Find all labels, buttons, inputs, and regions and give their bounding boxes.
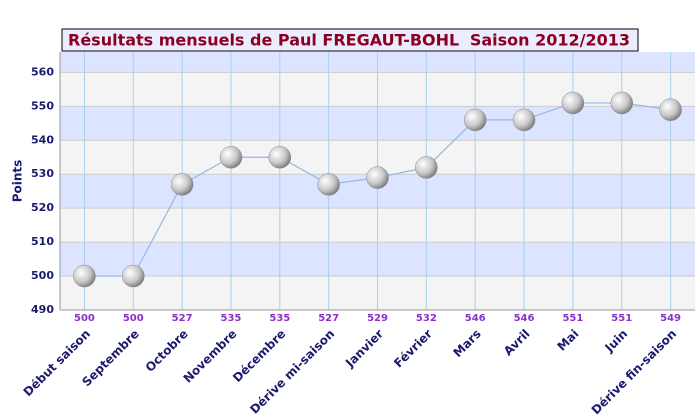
marker xyxy=(415,156,438,179)
value-label: 527 xyxy=(172,313,193,324)
marker xyxy=(463,108,487,132)
y-tick-label: 540 xyxy=(31,133,54,146)
marker xyxy=(73,264,96,288)
value-label: 549 xyxy=(660,313,681,324)
marker xyxy=(317,173,340,196)
value-label: 500 xyxy=(123,313,144,324)
x-tick-label: Février xyxy=(391,327,435,371)
value-label: 500 xyxy=(74,313,95,324)
marker xyxy=(170,173,194,196)
y-tick-label: 500 xyxy=(31,269,54,282)
x-tick-label: Mars xyxy=(450,327,483,360)
value-label: 535 xyxy=(269,313,290,324)
value-label: 529 xyxy=(367,313,388,324)
marker xyxy=(366,166,389,189)
chart-subtitle: Saison 2012/2013 xyxy=(470,31,630,50)
value-label: 551 xyxy=(611,313,632,324)
marker xyxy=(512,108,536,132)
x-tick-label: Dérive mi-saison xyxy=(247,327,337,417)
marker xyxy=(610,91,633,115)
value-label: 532 xyxy=(416,313,437,324)
value-label: 546 xyxy=(514,313,535,324)
value-label: 551 xyxy=(562,313,583,324)
x-tick-label: Avril xyxy=(501,327,533,359)
marker xyxy=(122,264,145,288)
marker xyxy=(268,145,292,169)
y-tick-label: 510 xyxy=(31,235,54,248)
y-tick-label: 520 xyxy=(31,201,54,214)
x-tick-label: Janvier xyxy=(342,327,386,371)
x-tick-label: Dérive fin-saison xyxy=(589,327,679,417)
value-label: 546 xyxy=(465,313,486,324)
y-axis-label: Points xyxy=(11,160,25,203)
x-tick-label: Juin xyxy=(602,327,631,356)
y-tick-label: 560 xyxy=(31,65,54,78)
x-tick-label: Mai xyxy=(555,327,582,354)
y-tick-label: 490 xyxy=(31,303,54,316)
value-label: 535 xyxy=(221,313,242,324)
x-tick-label: Octobre xyxy=(143,327,191,375)
chart-title: Résultats mensuels de Paul FREGAUT-BOHL xyxy=(68,31,459,50)
marker xyxy=(219,145,243,169)
y-tick-label: 530 xyxy=(31,167,54,180)
value-label: 527 xyxy=(318,313,339,324)
x-tick-label: Début saison xyxy=(21,327,93,399)
marker xyxy=(561,91,585,115)
marker xyxy=(659,98,682,121)
title-box xyxy=(61,28,639,52)
y-tick-label: 550 xyxy=(31,99,54,112)
